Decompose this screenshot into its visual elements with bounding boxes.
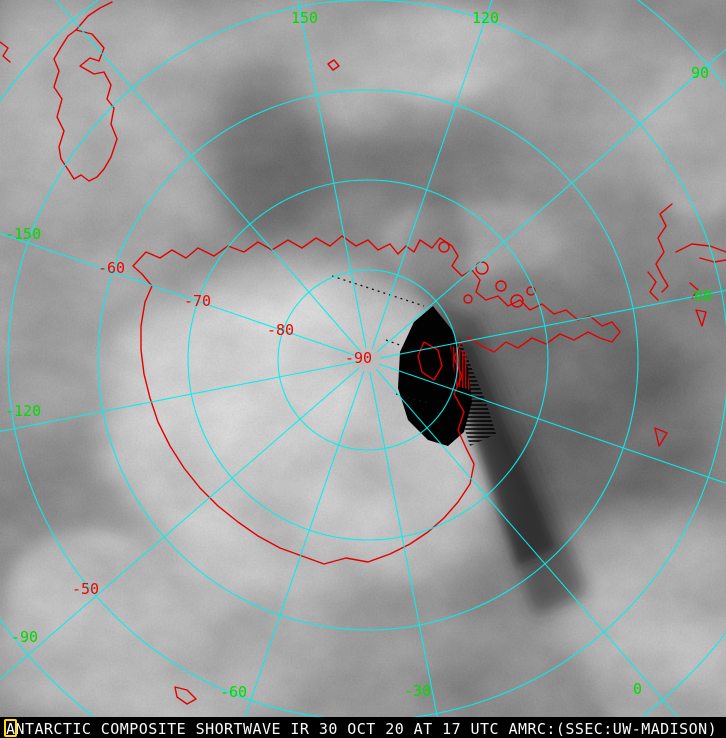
caption-text: ANTARCTIC COMPOSITE SHORTWAVE IR 30 OCT …: [6, 720, 718, 738]
coast-fragments: [0, 41, 699, 705]
lon-label-minus120: -120: [5, 402, 42, 420]
lon-label-0: 0: [633, 680, 643, 698]
lon-label-minus150: -150: [5, 225, 42, 243]
lon-label-90: 90: [691, 64, 710, 82]
lon-label-60: 60: [694, 287, 713, 305]
coastline-new-zealand: [647, 203, 726, 327]
wedge-solid: [398, 306, 472, 446]
coastline-tasmania: [53, 1, 118, 182]
lat-label-minus80: -80: [267, 321, 295, 339]
lon-label-150: 150: [291, 9, 319, 27]
dashed-boundary-lines: [331, 275, 429, 404]
coast-small-islands: [438, 241, 536, 308]
lat-label-minus50: -50: [72, 580, 100, 598]
lat-label-minus90: -90: [345, 349, 373, 367]
lat-label-minus60: -60: [98, 259, 126, 277]
lon-label-minus90: -90: [11, 628, 39, 646]
lon-label-120: 120: [472, 9, 500, 27]
coast-island-loop: [417, 341, 443, 381]
lon-label-minus60: -60: [220, 683, 248, 701]
cursor-marker: [4, 719, 17, 737]
lon-label-minus30: -30: [404, 682, 432, 700]
lat-label-minus70: -70: [184, 292, 212, 310]
caption-bar: ANTARCTIC COMPOSITE SHORTWAVE IR 30 OCT …: [0, 717, 726, 738]
